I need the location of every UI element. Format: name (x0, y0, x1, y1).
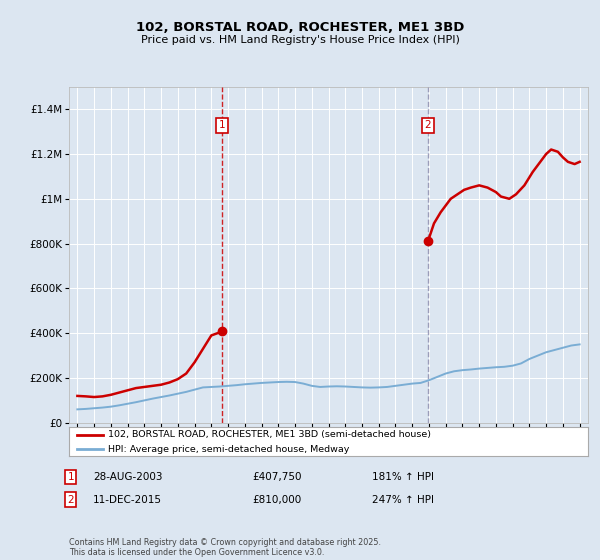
Text: 2: 2 (67, 494, 74, 505)
Text: 1: 1 (219, 120, 226, 130)
Text: 102, BORSTAL ROAD, ROCHESTER, ME1 3BD (semi-detached house): 102, BORSTAL ROAD, ROCHESTER, ME1 3BD (s… (108, 430, 431, 439)
Text: £407,750: £407,750 (252, 472, 302, 482)
Text: 28-AUG-2003: 28-AUG-2003 (93, 472, 163, 482)
Text: 11-DEC-2015: 11-DEC-2015 (93, 494, 162, 505)
Text: Contains HM Land Registry data © Crown copyright and database right 2025.
This d: Contains HM Land Registry data © Crown c… (69, 538, 381, 557)
Text: 1: 1 (67, 472, 74, 482)
Text: 247% ↑ HPI: 247% ↑ HPI (372, 494, 434, 505)
Text: £810,000: £810,000 (252, 494, 301, 505)
Text: 102, BORSTAL ROAD, ROCHESTER, ME1 3BD: 102, BORSTAL ROAD, ROCHESTER, ME1 3BD (136, 21, 464, 34)
Text: HPI: Average price, semi-detached house, Medway: HPI: Average price, semi-detached house,… (108, 445, 349, 454)
Text: 2: 2 (425, 120, 431, 130)
Text: Price paid vs. HM Land Registry's House Price Index (HPI): Price paid vs. HM Land Registry's House … (140, 35, 460, 45)
Text: 181% ↑ HPI: 181% ↑ HPI (372, 472, 434, 482)
